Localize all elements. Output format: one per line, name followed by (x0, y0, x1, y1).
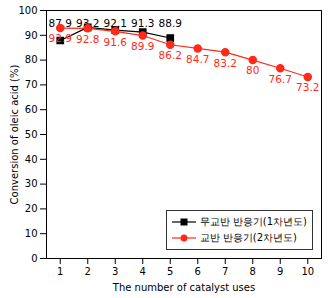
svg-text:10: 10 (301, 266, 314, 277)
svg-text:60: 60 (25, 104, 38, 115)
svg-text:4: 4 (140, 266, 146, 277)
svg-text:2: 2 (85, 266, 91, 277)
html-text:무교반 반응기(1차년도): 무교반 반응기(1차년도) (199, 216, 307, 227)
svg-text:90: 90 (25, 30, 38, 41)
svg-text:5: 5 (167, 266, 173, 277)
svg-text:92.9: 92.9 (49, 32, 72, 44)
svg-text:80: 80 (246, 64, 259, 76)
html-text:87.9 93.2 92.1: 87.9 93.2 92.1 (48, 17, 127, 29)
svg-text:70: 70 (25, 79, 38, 90)
svg-text:88.9: 88.9 (159, 17, 182, 29)
svg-text:50: 50 (25, 129, 38, 140)
svg-text:91.3: 91.3 (131, 17, 154, 29)
svg-text:40: 40 (25, 154, 38, 165)
svg-text:20: 20 (25, 203, 38, 214)
svg-text:10: 10 (25, 228, 38, 239)
svg-text:6: 6 (195, 266, 201, 277)
svg-text:83.2: 83.2 (214, 57, 237, 69)
svg-text:100: 100 (18, 5, 37, 16)
svg-text:7: 7 (222, 266, 228, 277)
svg-text:80: 80 (25, 54, 38, 65)
svg-text:92.8: 92.8 (76, 33, 99, 45)
svg-text:0: 0 (31, 253, 37, 264)
svg-text:3: 3 (112, 266, 118, 277)
svg-text:30: 30 (25, 178, 38, 189)
svg-text:86.2: 86.2 (159, 49, 182, 61)
svg-text:89.9: 89.9 (131, 40, 154, 52)
svg-text:Conversion of oleic acid (%): Conversion of oleic acid (%) (9, 65, 20, 205)
svg-text:84.7: 84.7 (186, 53, 209, 65)
html-text:교반 반응기(2차년도): 교반 반응기(2차년도) (199, 232, 297, 243)
svg-text:76.7: 76.7 (269, 73, 292, 85)
svg-text:73.2: 73.2 (296, 81, 319, 93)
svg-text:The number of catalyst uses: The number of catalyst uses (112, 282, 255, 293)
svg-text:1: 1 (57, 266, 63, 277)
svg-text:9: 9 (277, 266, 283, 277)
svg-text:8: 8 (250, 266, 256, 277)
svg-text:91.6: 91.6 (104, 36, 128, 48)
